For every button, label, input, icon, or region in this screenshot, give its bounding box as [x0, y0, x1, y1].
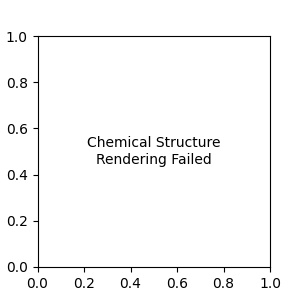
Text: Chemical Structure
Rendering Failed: Chemical Structure Rendering Failed — [87, 136, 220, 166]
